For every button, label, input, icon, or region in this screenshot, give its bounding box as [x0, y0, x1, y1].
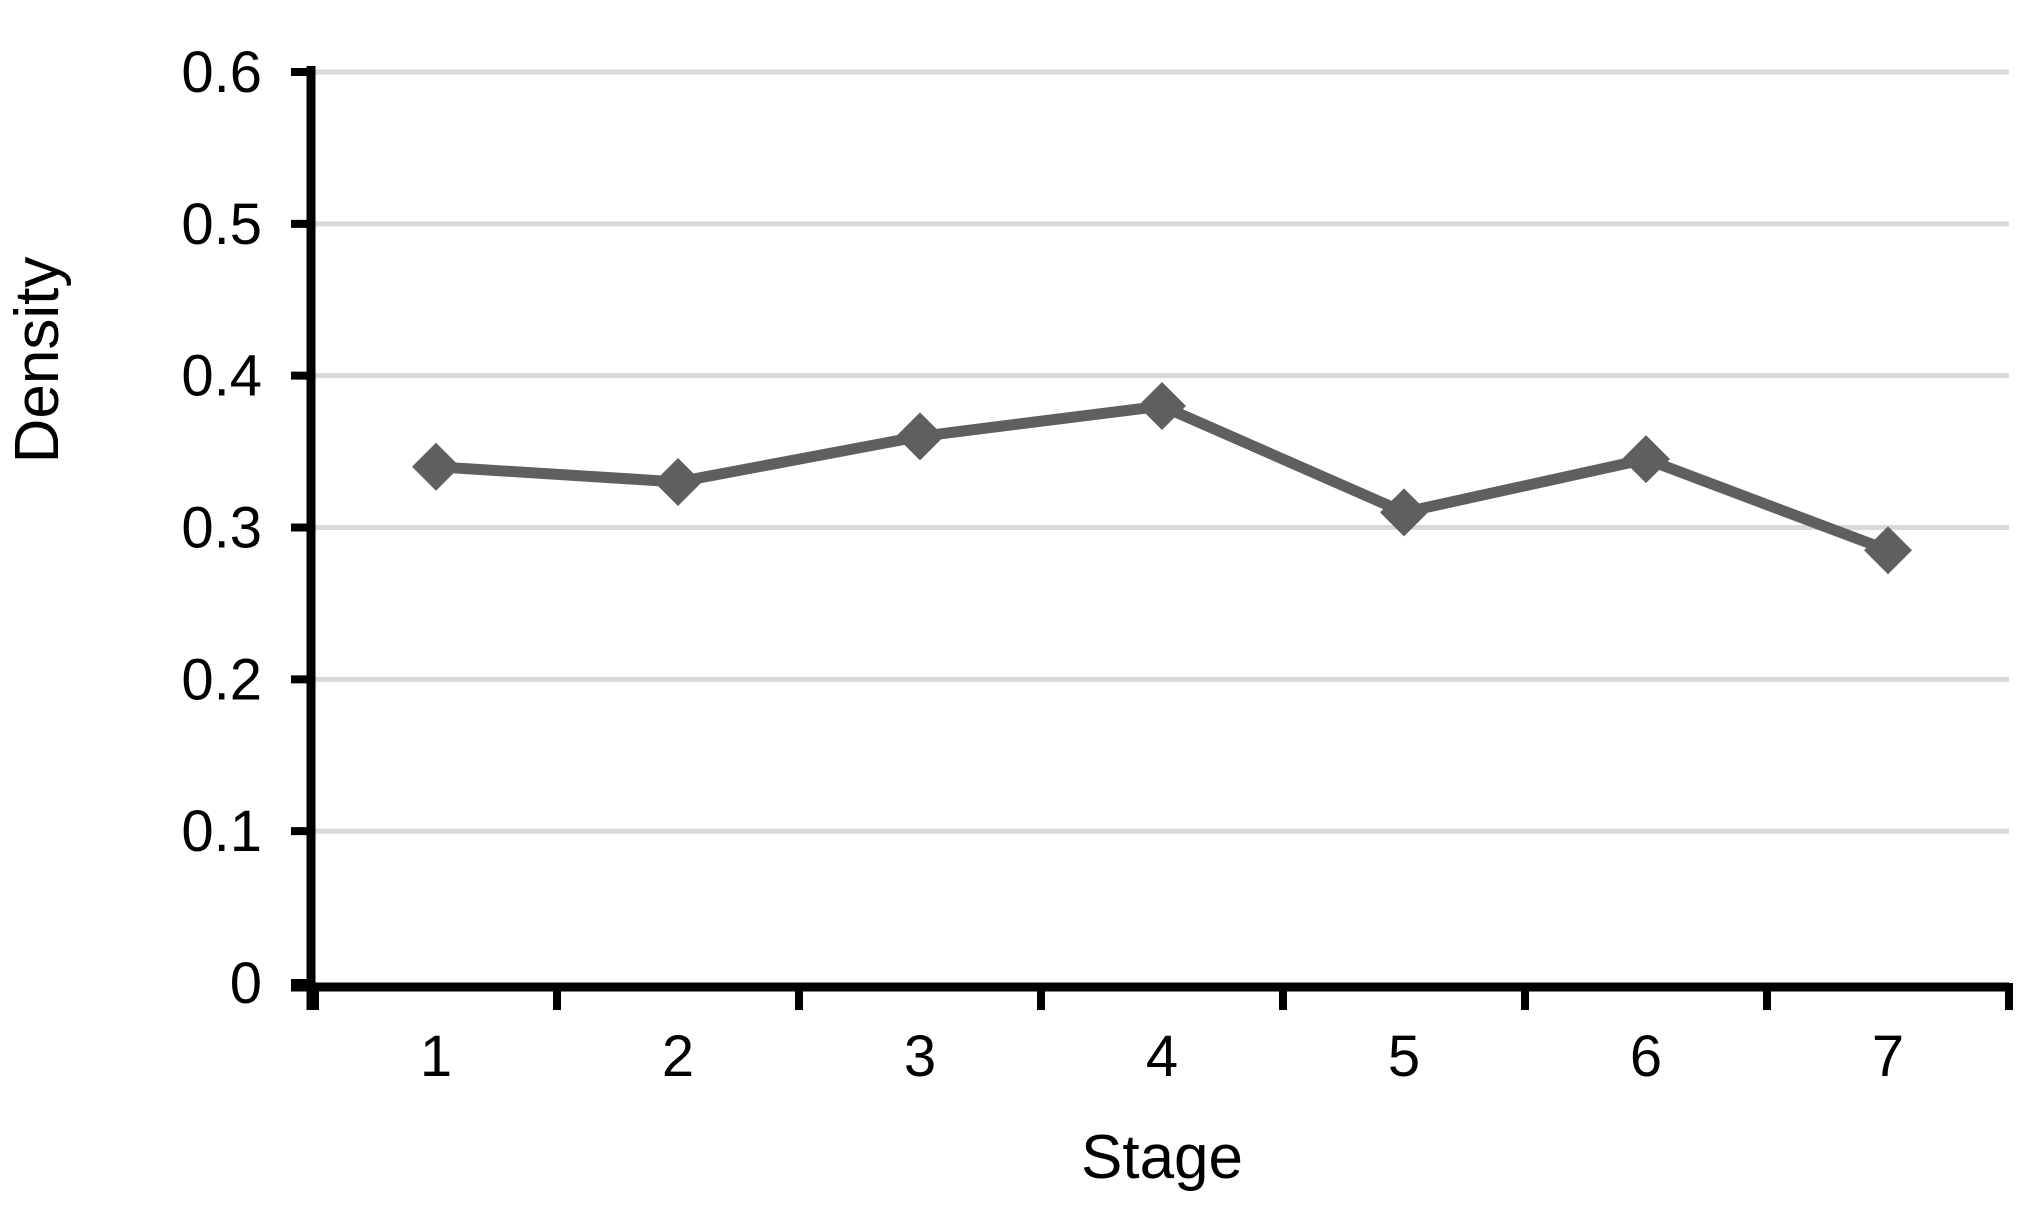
- data-point-marker: [1138, 382, 1186, 431]
- axis-lines: [291, 66, 2009, 1010]
- gridlines: [315, 69, 2009, 834]
- data-point-marker: [412, 442, 460, 491]
- x-tick-label: 6: [1630, 1024, 1662, 1089]
- y-tick-label: 0.1: [181, 799, 262, 864]
- x-tick-label: 5: [1388, 1024, 1420, 1089]
- x-tick-label: 3: [904, 1024, 936, 1089]
- data-point-marker: [1864, 526, 1912, 575]
- x-tick-label: 1: [420, 1024, 452, 1089]
- y-tick-label: 0: [230, 951, 262, 1016]
- data-point-marker: [1622, 435, 1670, 484]
- data-point-marker: [1380, 488, 1428, 537]
- x-axis-title: Stage: [1081, 1123, 1243, 1192]
- y-tick-label: 0.3: [181, 496, 262, 561]
- data-point-marker: [654, 457, 702, 506]
- x-tick-label: 4: [1146, 1024, 1178, 1089]
- y-tick-label: 0.5: [181, 192, 262, 257]
- y-tick-labels: 0 0.1 0.2 0.3 0.4 0.5 0.6: [181, 40, 262, 1016]
- y-axis-title: Density: [3, 257, 72, 464]
- x-tick-labels: 1 2 3 4 5 6 7: [420, 1024, 1904, 1089]
- x-tick-label: 2: [662, 1024, 694, 1089]
- data-point-marker: [896, 412, 944, 461]
- series-markers: [412, 382, 1912, 575]
- x-tick-label: 7: [1872, 1024, 1904, 1089]
- y-tick-label: 0.6: [181, 40, 262, 105]
- y-tick-label: 0.2: [181, 647, 262, 712]
- y-tick-label: 0.4: [181, 344, 262, 409]
